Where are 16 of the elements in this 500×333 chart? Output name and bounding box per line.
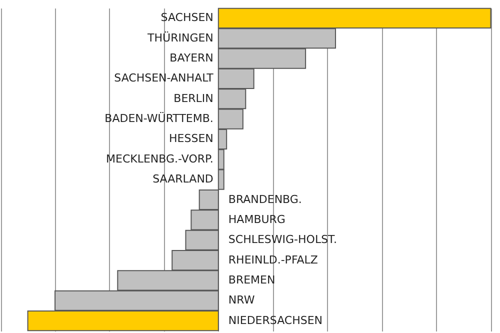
y-tick-label: SACHSEN-ANHALT [114, 72, 214, 85]
y-tick-label: BADEN-WÜRTTEMB. [104, 111, 214, 126]
y-tick-label: SACHSEN [160, 11, 214, 24]
y-tick-label: THÜRINGEN [146, 30, 214, 44]
y-tick-label: BREMEN [228, 273, 276, 286]
y-tick-label: BRANDENBG. [228, 192, 302, 206]
y-tick-label: NIEDERSACHSEN [228, 314, 323, 327]
y-tick-label: RHEINLD.-PFALZ [228, 253, 318, 266]
y-tick-label: NRW [228, 294, 255, 307]
y-tick-label: SCHLESWIG-HOLST. [228, 233, 337, 246]
y-tick-label: BAYERN [170, 52, 214, 65]
y-tick-label: HAMBURG [228, 212, 286, 226]
y-tick-label: HESSEN [169, 132, 214, 146]
y-tick-label: BERLIN [174, 92, 214, 105]
y-tick-label: SAARLAND [152, 172, 214, 186]
y-tick-label: MECKLENBG.-VORP. [106, 152, 214, 166]
